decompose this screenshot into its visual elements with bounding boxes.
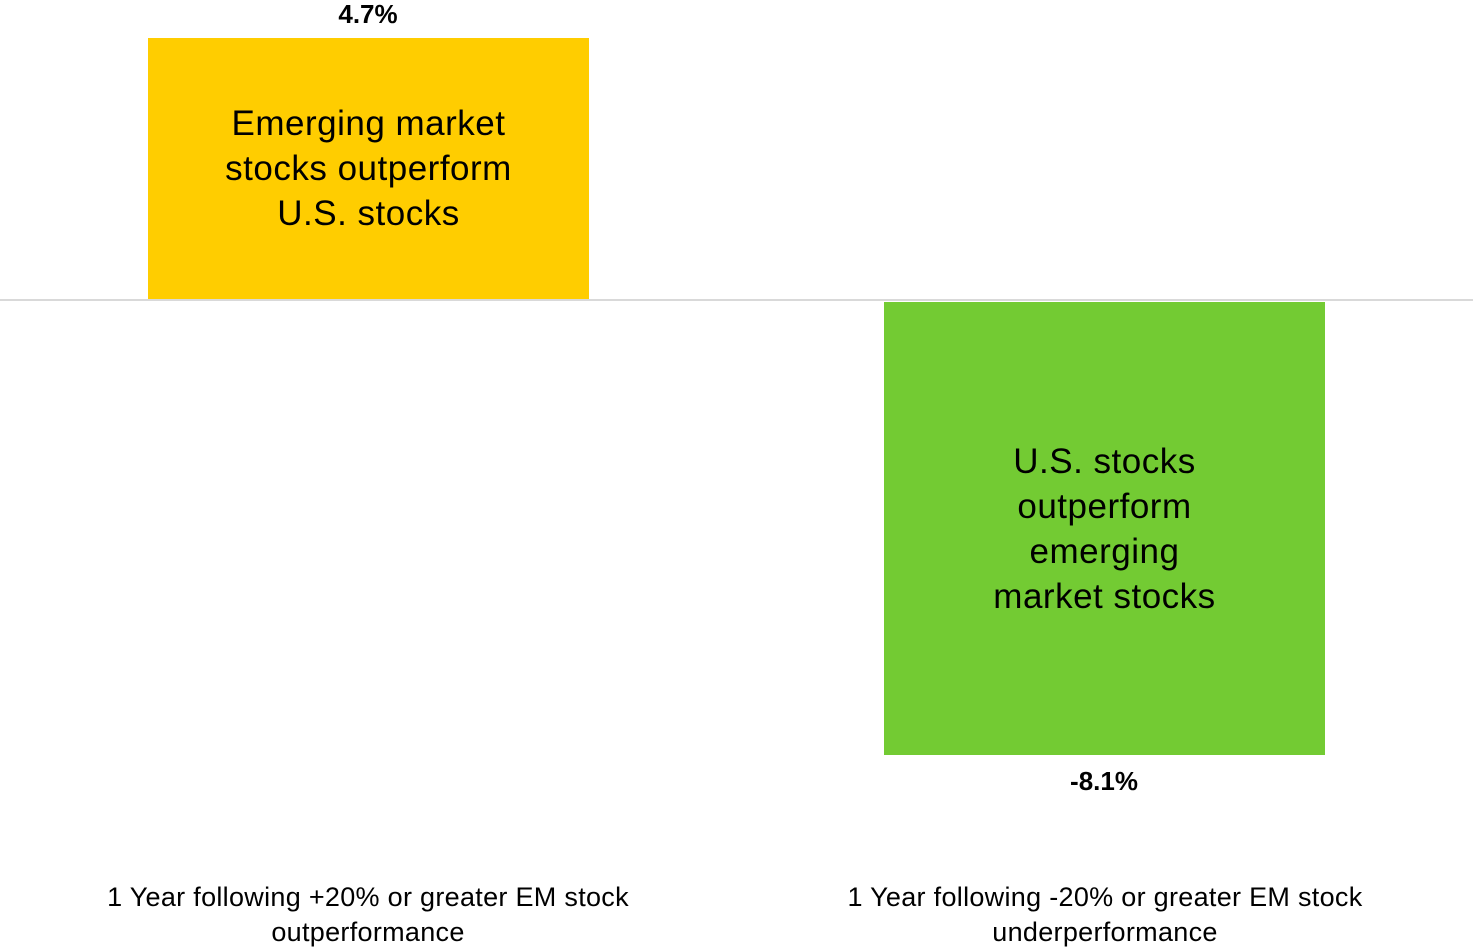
bar-annotation: U.S. stocks outperform emerging market s…: [993, 441, 1216, 616]
bar-value-label: -8.1%: [1070, 766, 1138, 796]
bar-value-label: 4.7%: [338, 0, 398, 29]
bar-us-outperform: U.S. stocks outperform emerging market s…: [884, 302, 1325, 755]
zero-axis-line: [0, 299, 1473, 301]
bar-annotation: Emerging market stocks outperform U.S. s…: [225, 104, 512, 233]
category-label: 1 Year following -20% or greater EM stoc…: [847, 882, 1363, 947]
category-label: 1 Year following +20% or greater EM stoc…: [107, 882, 629, 947]
bar-em-outperform: Emerging market stocks outperform U.S. s…: [148, 38, 589, 299]
